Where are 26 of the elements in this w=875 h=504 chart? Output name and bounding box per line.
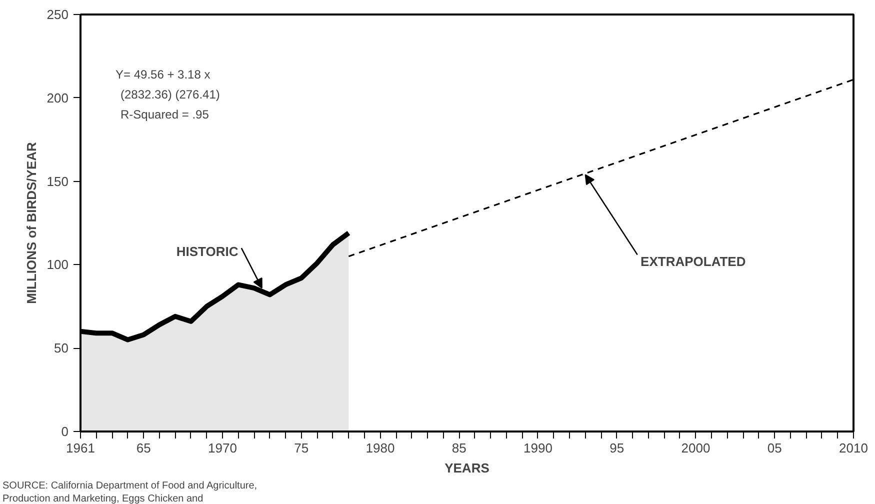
annotation: EXTRAPOLATED	[640, 254, 746, 269]
x-tick-label: 95	[610, 440, 624, 456]
y-axis-title: MILLIONS of BIRDS/YEAR	[24, 142, 39, 304]
annotation: R-Squared = .95	[120, 108, 210, 122]
x-axis-title: YEARS	[444, 460, 490, 476]
x-tick-label: 05	[767, 440, 782, 456]
x-tick-label: 2000	[681, 440, 710, 456]
y-tick-label: 0	[61, 424, 69, 439]
y-tick-label: 200	[46, 90, 69, 106]
x-tick-label: 1970	[208, 440, 237, 456]
source-note: SOURCE: California Department of Food and Agriculture,	[2, 480, 258, 492]
y-tick-label: 100	[46, 257, 69, 272]
annotation: HISTORIC	[176, 244, 239, 259]
x-tick-label: 2010	[839, 440, 868, 456]
y-tick-label: 50	[54, 340, 69, 356]
x-tick-label: 85	[452, 440, 466, 456]
annotation: (2832.36) (276.41)	[120, 88, 220, 102]
x-tick-label: 75	[294, 440, 309, 456]
x-tick-label: 65	[136, 440, 151, 456]
x-tick-label: 1980	[366, 440, 395, 456]
x-tick-label: 1961	[66, 440, 95, 456]
x-tick-label: 1990	[524, 440, 552, 456]
annotation: Y= 49.56 + 3.18 x	[116, 68, 210, 82]
text: Production and Marketing, Eggs Chicken and	[2, 494, 204, 504]
y-tick-label: 250	[46, 7, 69, 22]
y-tick-label: 150	[46, 174, 69, 189]
